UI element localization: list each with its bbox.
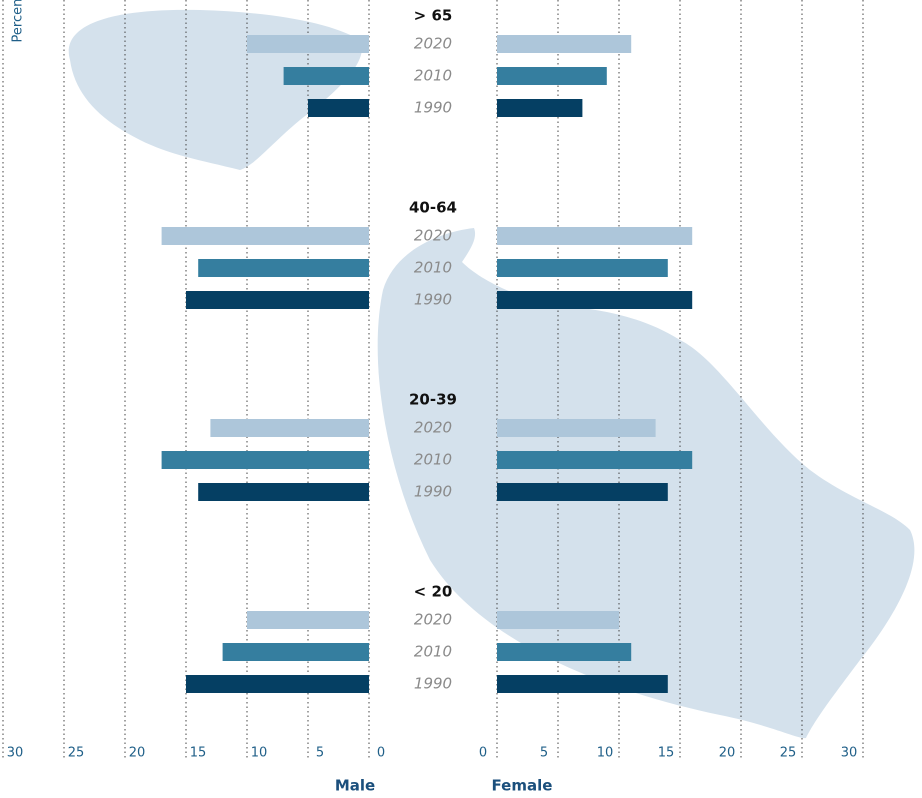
series-label: 1990 — [414, 99, 452, 117]
x-tick-label: 10 — [597, 746, 614, 761]
bar — [247, 35, 369, 53]
series-label: 2010 — [414, 67, 452, 85]
x-tick-label: 15 — [190, 746, 207, 761]
x-tick-label: 20 — [719, 746, 736, 761]
bar — [161, 451, 369, 469]
female-label: Female — [492, 777, 553, 795]
group-label: 40-64 — [409, 199, 457, 217]
x-tick-label: 10 — [251, 746, 268, 761]
bar — [210, 419, 369, 437]
bar — [497, 611, 619, 629]
bar — [497, 483, 668, 501]
y-axis-label: Percent — [11, 0, 26, 42]
series-label: 2020 — [414, 227, 452, 245]
bar — [186, 675, 369, 693]
bar — [497, 67, 607, 85]
series-label: 2020 — [414, 35, 452, 53]
x-tick-label: 5 — [540, 746, 548, 761]
series-label: 1990 — [414, 483, 452, 501]
bar — [222, 643, 369, 661]
x-tick-label: 25 — [68, 746, 85, 761]
bar — [497, 419, 656, 437]
x-tick-label: 0 — [479, 746, 487, 761]
series-label: 2020 — [414, 419, 452, 437]
bar — [308, 99, 369, 117]
x-tick-label: 30 — [841, 746, 858, 761]
bar — [198, 259, 369, 277]
bar — [198, 483, 369, 501]
bar — [497, 99, 583, 117]
bar — [497, 291, 693, 309]
x-tick-label: 30 — [7, 746, 24, 761]
series-label: 2010 — [414, 643, 452, 661]
bar — [497, 259, 668, 277]
x-tick-label: 5 — [316, 746, 324, 761]
series-label: 1990 — [414, 675, 452, 693]
bar — [247, 611, 369, 629]
bar — [161, 227, 369, 245]
bar — [283, 67, 369, 85]
x-tick-label: 25 — [780, 746, 797, 761]
x-tick-label: 20 — [129, 746, 146, 761]
group-label: < 20 — [414, 583, 453, 601]
x-tick-label: 0 — [377, 746, 385, 761]
bar — [186, 291, 369, 309]
series-label: 2010 — [414, 259, 452, 277]
group-label: 20-39 — [409, 391, 457, 409]
series-label: 2010 — [414, 451, 452, 469]
series-label: 2020 — [414, 611, 452, 629]
bar — [497, 35, 632, 53]
x-tick-label: 15 — [658, 746, 675, 761]
male-label: Male — [335, 777, 375, 795]
group-label: > 65 — [414, 7, 453, 25]
bar — [497, 675, 668, 693]
bar — [497, 451, 693, 469]
bar — [497, 643, 632, 661]
decorative-blob — [68, 9, 362, 170]
series-label: 1990 — [414, 291, 452, 309]
bar — [497, 227, 693, 245]
